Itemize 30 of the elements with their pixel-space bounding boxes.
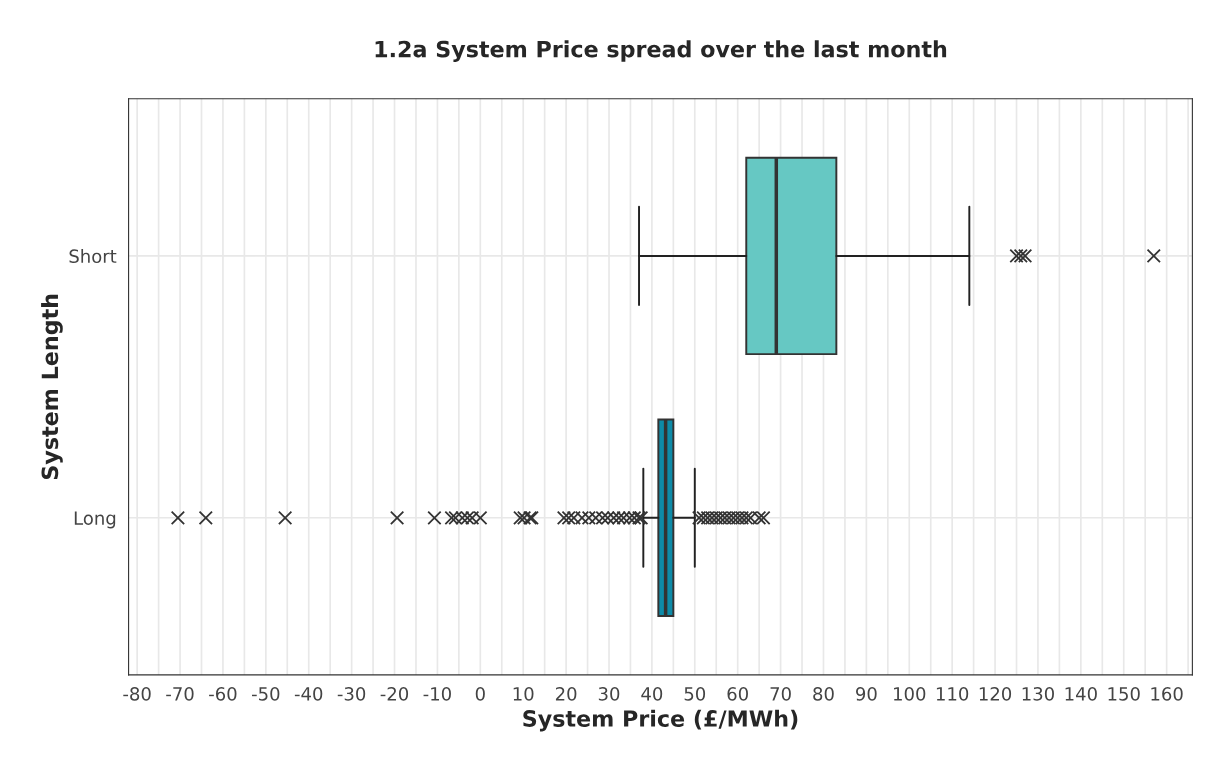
x-tick-label: -50 xyxy=(251,687,280,701)
x-tick-label: 140 xyxy=(1065,687,1097,701)
x-tick-label: 70 xyxy=(770,687,791,701)
y-tick-label: Long xyxy=(74,511,116,529)
x-tick-label: 120 xyxy=(979,687,1012,701)
x-tick-label: -30 xyxy=(337,687,366,701)
x-tick-label: 30 xyxy=(598,687,620,701)
y-axis-title: System Length xyxy=(41,294,63,480)
x-tick-label: 160 xyxy=(1151,687,1183,701)
x-tick-label: 130 xyxy=(1022,687,1054,701)
x-axis-title: System Price (£/MWh) xyxy=(523,709,798,732)
y-tick-label: Short xyxy=(69,249,117,264)
x-tick-label: -20 xyxy=(380,687,409,701)
x-tick-label: 60 xyxy=(727,687,748,701)
x-tick-label: 0 xyxy=(475,687,485,701)
x-tick-label: 150 xyxy=(1108,687,1140,701)
chart-title: 1.2a System Price spread over the last month xyxy=(375,40,947,62)
x-tick-label: -40 xyxy=(294,687,323,701)
x-tick-label: -80 xyxy=(123,687,151,701)
x-tick-label: 20 xyxy=(555,687,577,701)
x-tick-label: -10 xyxy=(423,687,451,701)
x-tick-label: 80 xyxy=(813,687,834,701)
x-tick-label: 50 xyxy=(684,687,706,701)
x-tick-label: 100 xyxy=(894,687,926,701)
x-tick-label: 110 xyxy=(936,687,969,701)
x-tick-label: -60 xyxy=(209,687,237,701)
x-tick-label: 90 xyxy=(856,687,877,701)
x-tick-label: 10 xyxy=(513,687,534,701)
x-tick-label: -70 xyxy=(166,687,194,701)
x-tick-label: 40 xyxy=(641,687,663,701)
